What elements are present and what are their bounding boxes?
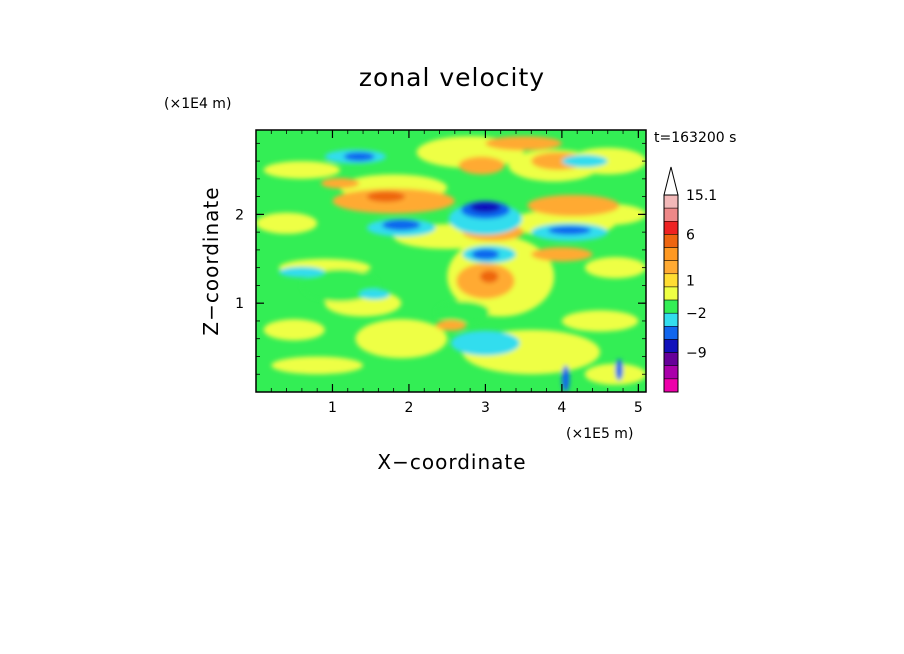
field-contour-48 (470, 201, 501, 213)
y-axis-label: Z−coordinate (199, 186, 223, 335)
field-contour-45 (548, 225, 591, 235)
field-contour-19 (301, 269, 379, 302)
colorbar-label: 15.1 (686, 188, 717, 204)
colorbar-swatch (663, 326, 679, 340)
x-axis-ticks: 1 2 3 4 5 (270, 130, 643, 416)
chart-title: zonal velocity (359, 63, 545, 92)
colorbar-swatch (663, 352, 679, 366)
field-contour-38 (451, 330, 520, 356)
field-contour-3 (561, 310, 639, 332)
x-tick-label: 4 (557, 400, 566, 416)
field-contour-49 (561, 365, 570, 392)
colorbar-swatch (663, 299, 679, 314)
field-contour-10 (355, 319, 448, 359)
velocity-field (256, 130, 646, 392)
colorbar-swatch (663, 234, 679, 248)
colorbar-swatch (663, 365, 679, 380)
x-tick-label: 2 (404, 400, 413, 416)
colorbar-label: 6 (686, 227, 695, 243)
field-contour-29 (435, 320, 467, 331)
y-tick-label: 1 (235, 296, 244, 312)
field-contour-22 (527, 194, 620, 217)
field-contour-20 (435, 301, 490, 323)
colorbar-swatch (663, 312, 679, 327)
colorbar-swatch (663, 273, 679, 288)
field-contour-46 (471, 249, 500, 260)
field-contour-47 (343, 152, 375, 162)
field-contour-41 (278, 266, 325, 278)
x-unit-label: (×1E5 m) (566, 426, 633, 442)
colorbar-swatch (663, 207, 679, 222)
field-contour-40 (561, 154, 608, 168)
colorbar-arrow (663, 166, 679, 196)
colorbar-swatch (663, 339, 679, 353)
y-tick-label: 2 (235, 207, 244, 223)
field-contour-32 (480, 270, 499, 283)
field-contour-30 (485, 136, 562, 151)
colorbar-swatch (663, 194, 679, 209)
field-contour-2 (584, 257, 646, 279)
plot-frame (255, 129, 647, 393)
x-tick-label: 1 (328, 400, 337, 416)
field-contour-9 (271, 356, 364, 375)
field-contour-23 (458, 156, 505, 175)
colorbar-swatch (663, 378, 679, 393)
field-contour-5 (263, 161, 341, 179)
field-contour-6 (256, 212, 318, 234)
field-contour-44 (382, 219, 421, 231)
colorbar-label: 1 (686, 273, 695, 289)
field-contour-42 (359, 288, 390, 300)
colorbar: 15.1 6 1 −2 −9 (663, 166, 717, 393)
field-contour-33 (366, 191, 406, 202)
field-contour-28 (531, 247, 593, 262)
y-unit-label: (×1E4 m) (164, 96, 231, 112)
colorbar-frame (663, 194, 679, 393)
time-label: t=163200 s (654, 130, 736, 146)
field-contour-8 (263, 319, 325, 341)
x-axis-label: X−coordinate (377, 450, 526, 474)
colorbar-swatch (663, 247, 679, 261)
y-axis-ticks: 12 (235, 142, 646, 375)
field-contour-4 (584, 363, 646, 385)
field-contour-25 (321, 177, 360, 189)
colorbar-label: −2 (686, 306, 707, 322)
x-tick-label: 5 (634, 400, 643, 416)
colorbar-label: −9 (686, 346, 707, 362)
x-tick-label: 3 (481, 400, 490, 416)
colorbar-swatch (663, 260, 679, 275)
colorbar-swatch (663, 286, 679, 301)
colorbar-swatch (663, 221, 679, 235)
field-contour-50 (615, 359, 624, 381)
